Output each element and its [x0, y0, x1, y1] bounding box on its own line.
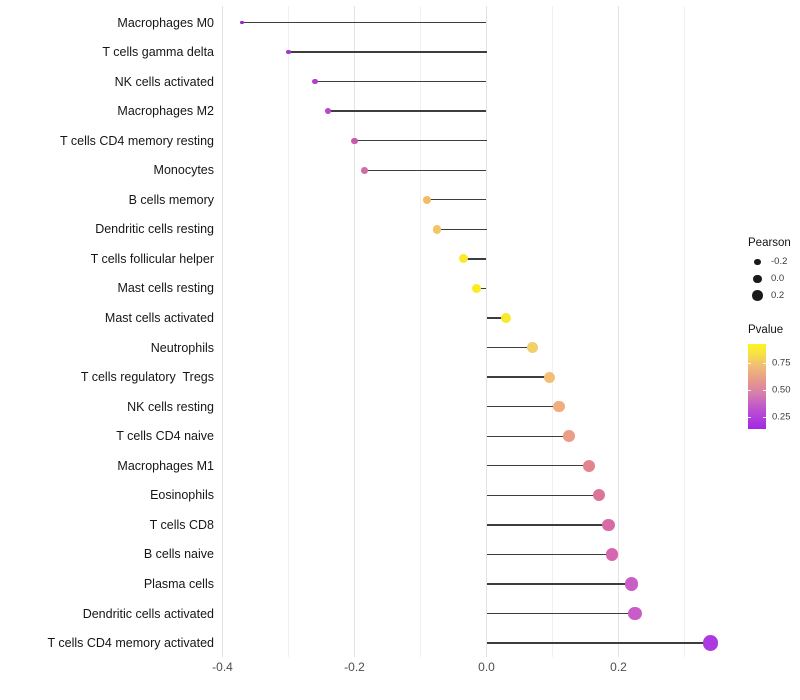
size-legend-label: 0.2: [771, 289, 785, 301]
minor-gridline: [288, 6, 289, 657]
lollipop-dot: [423, 195, 432, 204]
size-legend-label: 0.0: [771, 273, 785, 284]
lollipop-dot: [286, 49, 291, 55]
category-label: NK cells activated: [114, 74, 214, 89]
size-legend-label: -0.2: [771, 256, 788, 267]
x-tick-label: 0.2: [610, 660, 627, 674]
x-tick-label: 0.0: [478, 660, 495, 674]
category-label: T cells regulatory Tregs: [80, 370, 214, 385]
category-label: T cells CD4 memory resting: [60, 133, 214, 148]
lollipop-dot: [361, 166, 368, 174]
lollipop-dot: [543, 371, 555, 383]
category-label: T cells CD4 memory activated: [47, 636, 215, 651]
lollipop-stem: [314, 80, 487, 83]
colorbar-tickmark: [763, 363, 766, 365]
lollipop-dot: [471, 283, 482, 294]
lollipop-dot: [553, 400, 565, 413]
lollipop-dot: [325, 108, 331, 114]
category-label: T cells CD8: [149, 517, 214, 532]
lollipop-stem: [288, 51, 487, 53]
colorbar-tick-label: 0.50: [772, 384, 791, 396]
color-legend-title: Pvalue: [748, 324, 784, 336]
lollipop-stem: [242, 21, 487, 24]
category-label: Eosinophils: [150, 488, 214, 503]
lollipop-stem: [328, 110, 487, 112]
lollipop-stem: [354, 140, 487, 142]
colorbar-tickmark: [763, 390, 766, 392]
category-label: Macrophages M1: [117, 458, 214, 473]
pvalue-colorbar: [748, 344, 766, 429]
category-label: Mast cells activated: [104, 311, 214, 325]
lollipop-dot: [240, 20, 245, 25]
category-label: B cells naive: [143, 547, 214, 562]
lollipop-stem: [486, 583, 632, 585]
colorbar-tickmark: [748, 363, 751, 365]
lollipop-stem: [486, 346, 533, 349]
colorbar-tick-label: 0.75: [772, 357, 791, 369]
colorbar-tickmark: [763, 417, 766, 419]
lollipop-dot: [703, 635, 719, 651]
lollipop-dot: [312, 78, 318, 85]
lollipop-dot: [602, 518, 615, 532]
size-legend-dot: [753, 274, 762, 284]
major-gridline: [618, 6, 619, 657]
size-legend-title: Pearson: [748, 237, 791, 249]
lollipop-stem: [486, 524, 609, 526]
x-tick-label: -0.2: [344, 660, 365, 674]
lollipop-stem: [463, 258, 487, 260]
minor-gridline: [684, 6, 685, 657]
lollipop-stem: [486, 612, 635, 615]
colorbar-tickmark: [748, 417, 751, 419]
lollipop-dot: [592, 489, 605, 502]
category-label: Dendritic cells resting: [95, 222, 214, 237]
lollipop-stem: [486, 317, 507, 319]
lollipop-stem: [427, 199, 487, 201]
x-tick-label: -0.4: [212, 660, 233, 674]
colorbar-tickmark: [748, 390, 751, 392]
lollipop-dot: [563, 430, 575, 442]
category-label: Mast cells resting: [117, 281, 214, 296]
lollipop-stem: [486, 553, 612, 556]
category-label: T cells gamma delta: [102, 45, 214, 60]
lollipop-stem: [364, 169, 487, 171]
lollipop-stem: [476, 287, 487, 290]
category-label: Dendritic cells activated: [82, 606, 214, 621]
minor-gridline: [552, 6, 553, 657]
lollipop-stem: [486, 465, 589, 467]
lollipop-stem: [486, 642, 711, 644]
category-label: NK cells resting: [127, 399, 214, 414]
category-label: B cells memory: [128, 192, 214, 207]
category-label: Neutrophils: [150, 340, 214, 355]
lollipop-dot: [527, 342, 539, 353]
lollipop-dot: [501, 312, 512, 324]
lollipop-stem: [486, 435, 569, 437]
category-label: Plasma cells: [143, 576, 214, 591]
major-gridline: [222, 6, 223, 657]
lollipop-dot: [628, 606, 642, 621]
lollipop-dot: [582, 459, 595, 472]
category-label: T cells follicular helper: [90, 251, 214, 266]
category-label: Monocytes: [153, 163, 214, 178]
lollipop-dot: [458, 254, 468, 264]
lollipop-dot: [351, 137, 358, 144]
lollipop-stem: [486, 494, 599, 496]
lollipop-stem: [486, 405, 560, 408]
lollipop-stem: [486, 376, 550, 378]
size-legend-dot: [754, 258, 761, 266]
major-gridline: [486, 6, 487, 657]
size-legend-dot: [752, 290, 763, 301]
category-label: Macrophages M0: [117, 15, 214, 30]
category-label: T cells CD4 naive: [116, 429, 214, 444]
lollipop-dot: [605, 548, 619, 561]
major-gridline: [354, 6, 355, 657]
lollipop-stem: [437, 228, 487, 231]
lollipop-dot: [625, 577, 639, 591]
lollipop-dot: [432, 225, 442, 234]
colorbar-tick-label: 0.25: [772, 411, 791, 423]
minor-gridline: [420, 6, 421, 657]
category-label: Macrophages M2: [117, 104, 214, 119]
